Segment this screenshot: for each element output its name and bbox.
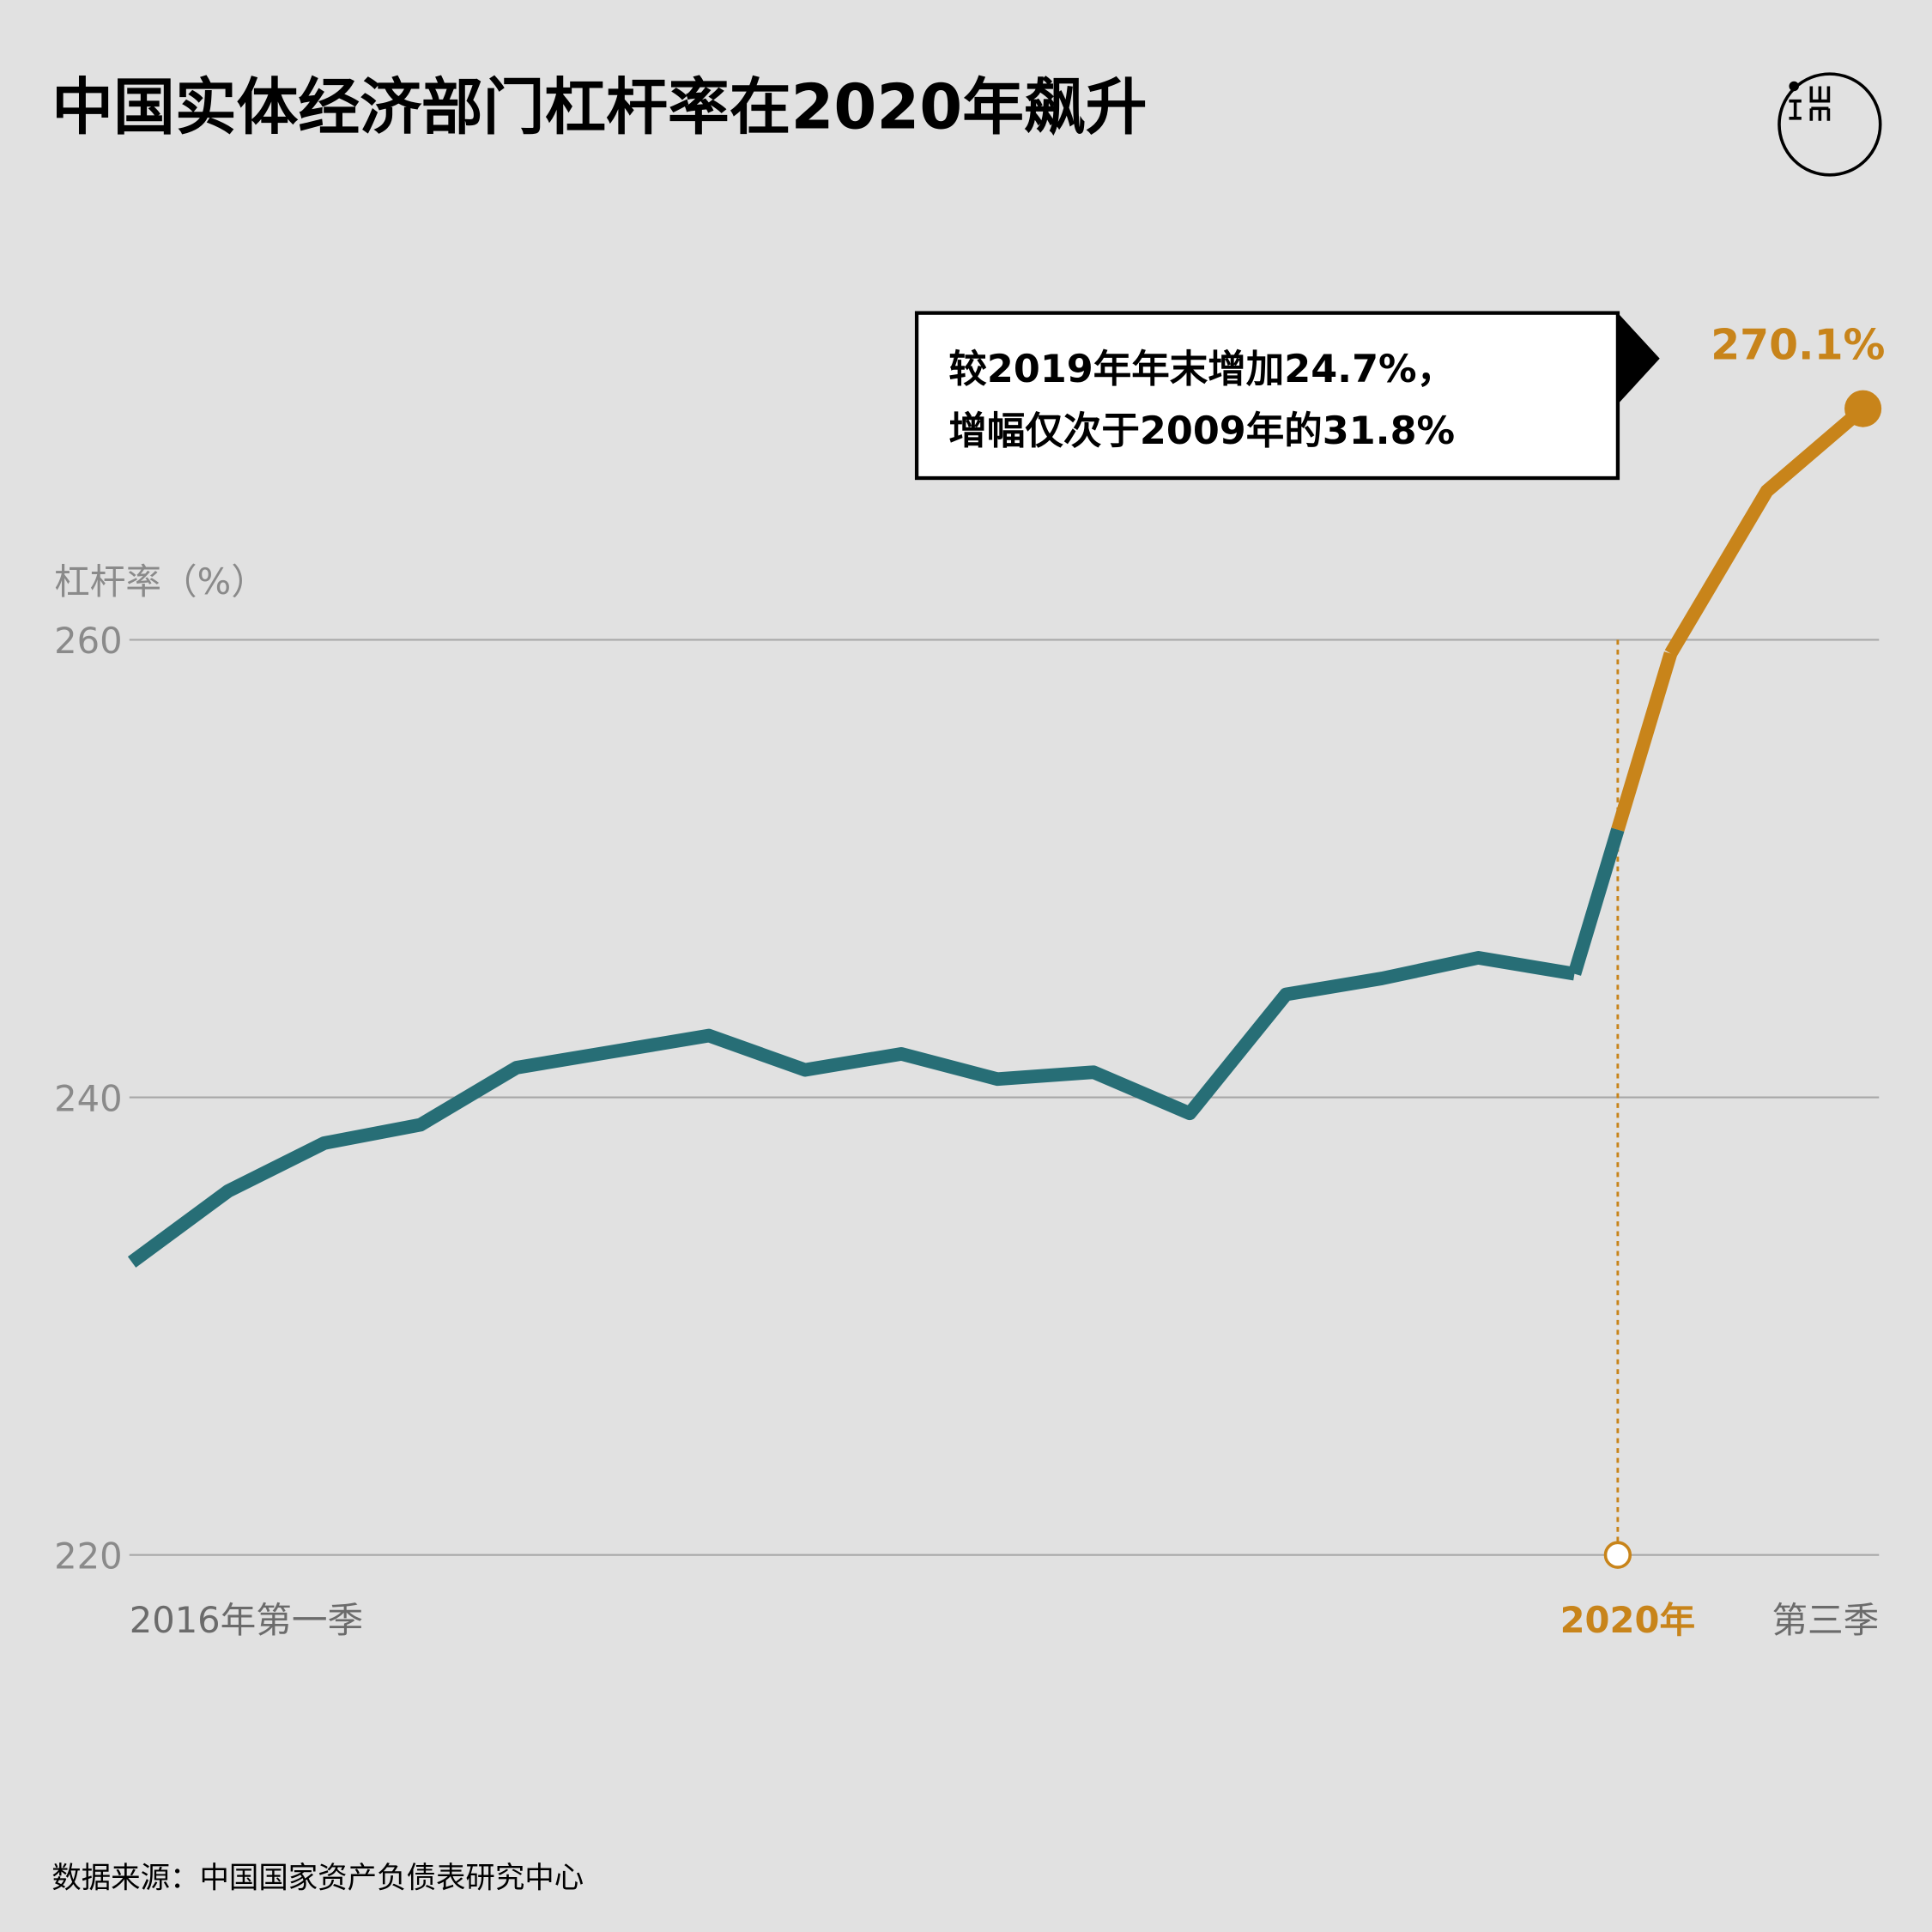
line-connector (1567, 827, 1625, 976)
highlight-marker (1603, 1541, 1632, 1569)
x-tick-label: 2016年第一季 (130, 1599, 363, 1641)
highlight-label: 2020年 (1560, 1599, 1695, 1641)
value-label: 270.1% (1711, 321, 1885, 370)
y-axis-label: 杠杆率（%） (54, 560, 267, 603)
chart-title: 中国实体经济部门杠杆率在2020年飙升 (51, 70, 1147, 142)
line (127, 951, 1576, 1268)
y-tick-label: 240 (54, 1077, 122, 1119)
y-tick-label: 260 (54, 620, 122, 662)
annotation-text: 增幅仅次于2009年的31.8% (948, 409, 1455, 453)
annotation-text: 较2019年年末增加24.7%， (948, 348, 1455, 391)
logo (1778, 72, 1882, 177)
annotation: 较2019年年末增加24.7%， 增幅仅次于2009年的31.8% (914, 311, 1660, 481)
y-tick-label: 220 (54, 1535, 122, 1578)
end-point (1844, 390, 1882, 427)
highlight-line (1664, 403, 1868, 657)
line-connector (1611, 651, 1678, 832)
x-tick-label: 第三季 (1772, 1599, 1879, 1641)
source: 数据来源：中国国家资产负债表研究中心 (51, 1861, 584, 1895)
